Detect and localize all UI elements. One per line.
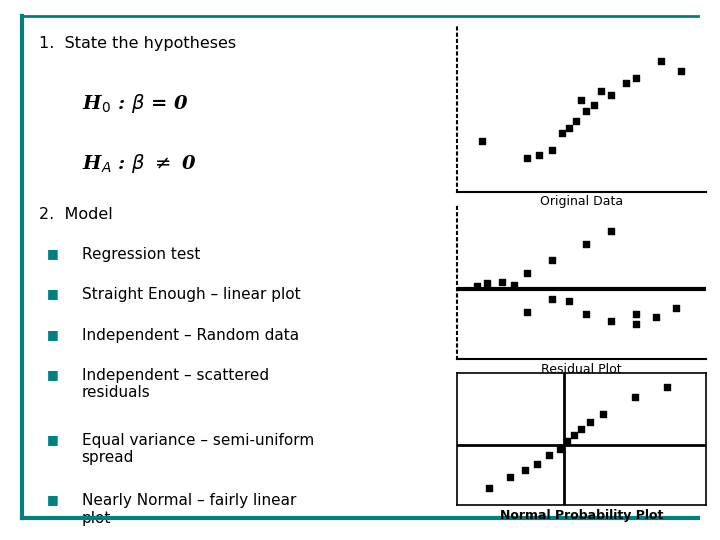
Point (630, 320, 642, 329)
Text: Nearly Normal – fairly linear
plot: Nearly Normal – fairly linear plot (81, 494, 296, 526)
Text: ■: ■ (48, 433, 59, 446)
Point (505, 472, 516, 481)
Point (508, 280, 520, 289)
Point (519, 466, 531, 475)
Point (650, 313, 662, 321)
Point (630, 310, 642, 319)
Point (630, 73, 642, 82)
Point (588, 100, 600, 109)
Point (606, 316, 617, 325)
Point (661, 383, 672, 392)
Text: ■: ■ (48, 328, 59, 341)
Text: ■: ■ (48, 368, 59, 381)
Text: Normal Probability Plot: Normal Probability Plot (500, 509, 663, 522)
Point (546, 256, 557, 265)
Point (580, 310, 592, 319)
Point (655, 57, 667, 65)
Text: Straight Enough – linear plot: Straight Enough – linear plot (81, 287, 300, 302)
Point (546, 294, 557, 303)
Text: ■: ■ (48, 247, 59, 260)
Point (481, 279, 492, 288)
Point (576, 424, 588, 433)
Point (483, 484, 495, 492)
Point (563, 297, 575, 306)
Point (606, 90, 617, 99)
Point (606, 227, 617, 235)
Point (472, 282, 483, 291)
Text: Residual Plot: Residual Plot (541, 363, 621, 376)
Point (531, 459, 543, 468)
Point (521, 269, 533, 278)
Text: Regression test: Regression test (81, 247, 200, 262)
Text: 2.  Model: 2. Model (39, 207, 112, 222)
Point (546, 145, 557, 154)
Point (585, 418, 596, 427)
Point (597, 410, 608, 418)
Text: Independent – Random data: Independent – Random data (81, 328, 299, 342)
Text: Original Data: Original Data (540, 195, 623, 208)
Point (580, 239, 592, 248)
Point (477, 137, 488, 146)
Text: 1.  State the hypotheses: 1. State the hypotheses (39, 36, 236, 51)
Point (580, 107, 592, 116)
Text: ■: ■ (48, 494, 59, 507)
Text: Independent – scattered
residuals: Independent – scattered residuals (81, 368, 269, 400)
Point (554, 444, 566, 453)
Text: Equal variance – semi-uniform
spread: Equal variance – semi-uniform spread (81, 433, 314, 465)
Point (675, 67, 687, 76)
Point (556, 129, 567, 137)
Point (534, 151, 545, 159)
Text: ■: ■ (48, 287, 59, 300)
Point (521, 154, 533, 163)
Point (563, 124, 575, 132)
Point (569, 431, 580, 440)
Point (595, 87, 607, 96)
Point (496, 278, 508, 286)
Point (521, 307, 533, 316)
Point (544, 451, 555, 460)
Point (670, 303, 682, 312)
Text: H$_0$ : $\beta$ = 0: H$_0$ : $\beta$ = 0 (81, 91, 189, 114)
Point (576, 95, 588, 104)
Point (571, 117, 582, 126)
Point (621, 78, 632, 87)
Point (629, 393, 640, 402)
Point (562, 437, 573, 445)
Text: H$_A$ : $\beta$ $\neq$ 0: H$_A$ : $\beta$ $\neq$ 0 (81, 152, 197, 175)
